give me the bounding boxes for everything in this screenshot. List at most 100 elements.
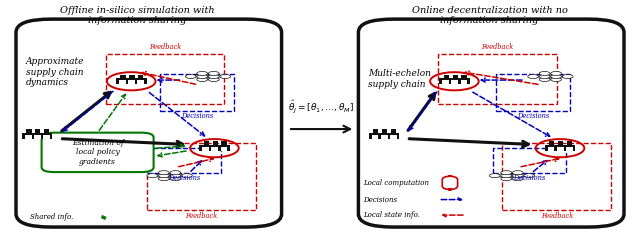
- Circle shape: [186, 75, 196, 78]
- Circle shape: [513, 177, 523, 181]
- Text: Online decentralization with no
information sharing: Online decentralization with no informat…: [412, 6, 568, 25]
- FancyBboxPatch shape: [567, 141, 572, 145]
- Circle shape: [551, 71, 561, 76]
- FancyBboxPatch shape: [390, 135, 397, 139]
- Bar: [493, 148, 566, 173]
- FancyBboxPatch shape: [204, 141, 209, 145]
- FancyBboxPatch shape: [119, 80, 125, 84]
- Circle shape: [540, 75, 550, 78]
- FancyArrowPatch shape: [99, 94, 125, 130]
- FancyBboxPatch shape: [566, 147, 573, 151]
- Circle shape: [501, 177, 511, 181]
- Text: Feedback: Feedback: [186, 212, 218, 219]
- FancyArrowPatch shape: [441, 198, 461, 201]
- Circle shape: [513, 171, 523, 175]
- Bar: [438, 54, 557, 104]
- Text: $\hat{\theta}_J = [\theta_1, \ldots, \theta_M]$: $\hat{\theta}_J = [\theta_1, \ldots, \th…: [288, 98, 355, 115]
- FancyBboxPatch shape: [16, 19, 282, 227]
- FancyBboxPatch shape: [42, 133, 154, 172]
- FancyBboxPatch shape: [439, 78, 470, 84]
- FancyBboxPatch shape: [44, 135, 50, 139]
- Circle shape: [209, 77, 219, 81]
- Circle shape: [501, 171, 511, 175]
- Text: Shared info.: Shared info.: [30, 213, 74, 222]
- FancyArrowPatch shape: [63, 91, 113, 131]
- FancyBboxPatch shape: [381, 135, 388, 139]
- FancyArrowPatch shape: [61, 92, 110, 131]
- Text: Approximate
supply chain
dynamics: Approximate supply chain dynamics: [26, 57, 84, 87]
- Circle shape: [528, 75, 538, 78]
- Circle shape: [209, 75, 219, 78]
- FancyBboxPatch shape: [373, 130, 378, 133]
- Bar: [106, 54, 224, 104]
- Circle shape: [513, 174, 523, 178]
- Circle shape: [197, 75, 207, 78]
- FancyBboxPatch shape: [557, 147, 564, 151]
- Circle shape: [563, 75, 573, 78]
- FancyArrowPatch shape: [191, 161, 202, 171]
- Circle shape: [197, 71, 207, 76]
- FancyBboxPatch shape: [34, 135, 41, 139]
- Bar: [160, 74, 234, 111]
- Text: Decisions: Decisions: [168, 174, 200, 182]
- FancyBboxPatch shape: [212, 141, 218, 145]
- FancyArrowPatch shape: [156, 144, 184, 148]
- Circle shape: [147, 174, 157, 178]
- FancyArrowPatch shape: [521, 158, 559, 167]
- Bar: [147, 148, 221, 173]
- FancyArrowPatch shape: [149, 92, 204, 136]
- Bar: [496, 74, 570, 111]
- FancyArrowPatch shape: [473, 92, 550, 136]
- Circle shape: [524, 174, 534, 178]
- FancyArrowPatch shape: [408, 93, 435, 130]
- FancyBboxPatch shape: [545, 145, 575, 151]
- Text: Feedback: Feedback: [148, 43, 181, 51]
- FancyArrowPatch shape: [533, 161, 547, 172]
- FancyBboxPatch shape: [116, 78, 147, 84]
- FancyBboxPatch shape: [461, 75, 467, 78]
- FancyBboxPatch shape: [391, 130, 396, 133]
- FancyBboxPatch shape: [129, 75, 134, 78]
- FancyArrowPatch shape: [102, 216, 106, 219]
- Text: Decisions: Decisions: [180, 112, 213, 120]
- FancyBboxPatch shape: [199, 145, 230, 151]
- Circle shape: [170, 177, 180, 181]
- Circle shape: [159, 174, 169, 178]
- Circle shape: [159, 177, 169, 181]
- FancyArrowPatch shape: [158, 78, 180, 82]
- Circle shape: [197, 77, 207, 81]
- FancyBboxPatch shape: [221, 141, 227, 145]
- FancyBboxPatch shape: [372, 135, 378, 139]
- FancyBboxPatch shape: [558, 141, 563, 145]
- Circle shape: [540, 77, 550, 81]
- FancyBboxPatch shape: [369, 133, 399, 139]
- FancyBboxPatch shape: [444, 75, 449, 78]
- Circle shape: [540, 71, 550, 76]
- Text: Feedback: Feedback: [481, 43, 514, 51]
- Circle shape: [501, 174, 511, 178]
- FancyBboxPatch shape: [549, 141, 554, 145]
- FancyBboxPatch shape: [211, 147, 218, 151]
- Text: Feedback: Feedback: [541, 212, 573, 219]
- Text: Multi-echelon
supply chain: Multi-echelon supply chain: [368, 69, 431, 89]
- FancyBboxPatch shape: [451, 80, 458, 84]
- FancyBboxPatch shape: [22, 133, 52, 139]
- FancyArrowPatch shape: [443, 213, 463, 217]
- FancyBboxPatch shape: [35, 130, 40, 133]
- Circle shape: [551, 77, 561, 81]
- FancyBboxPatch shape: [25, 135, 31, 139]
- FancyArrowPatch shape: [409, 139, 528, 147]
- FancyBboxPatch shape: [44, 130, 49, 133]
- Circle shape: [551, 75, 561, 78]
- Text: Decisions: Decisions: [364, 196, 397, 204]
- FancyBboxPatch shape: [461, 80, 467, 84]
- FancyBboxPatch shape: [221, 147, 227, 151]
- FancyBboxPatch shape: [452, 75, 458, 78]
- Text: Local computation: Local computation: [364, 179, 429, 187]
- FancyBboxPatch shape: [128, 80, 135, 84]
- FancyBboxPatch shape: [382, 130, 387, 133]
- Text: Local state info.: Local state info.: [364, 211, 420, 219]
- Bar: [502, 143, 611, 210]
- Circle shape: [209, 71, 219, 76]
- FancyBboxPatch shape: [442, 80, 449, 84]
